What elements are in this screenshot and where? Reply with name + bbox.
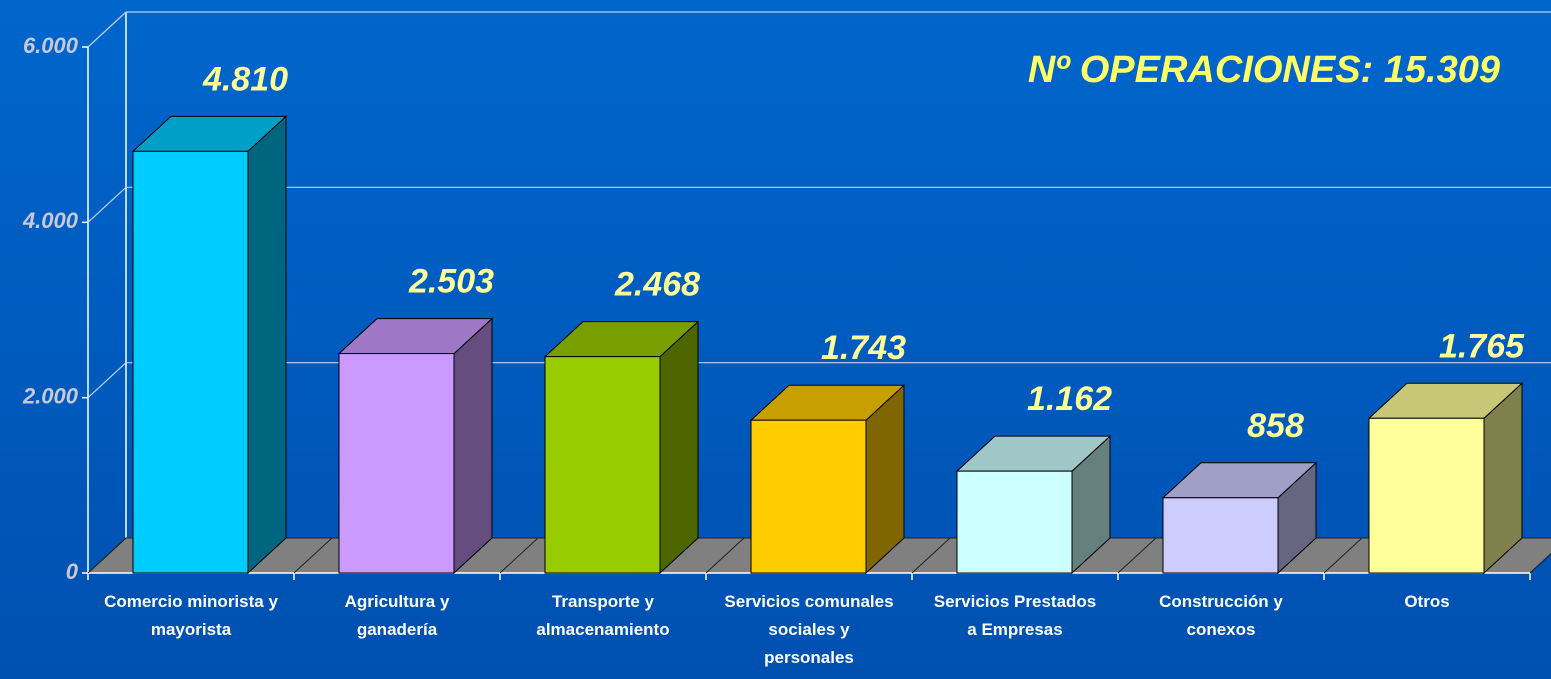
grid-line — [87, 11, 127, 48]
floor-divider — [705, 537, 745, 574]
x-tick-label-line: Otros — [1404, 592, 1449, 611]
floor-divider — [1323, 537, 1363, 574]
floor-divider — [1117, 537, 1157, 574]
x-tick-label: Servicios Prestados a Empresas — [934, 592, 1097, 639]
x-tick-label-line: mayorista — [151, 620, 232, 639]
floor-divider — [293, 537, 333, 574]
bar-side — [659, 320, 699, 575]
bar — [544, 356, 661, 574]
bar — [956, 470, 1073, 574]
value-label: 2.468 — [614, 266, 700, 304]
y-tick-label: 0 — [66, 559, 79, 584]
y-tick-label: 2.000 — [22, 383, 79, 408]
x-tick-label-line: Transporte y — [552, 592, 655, 611]
value-label: 2.503 — [408, 263, 494, 301]
annotation: Nº OPERACIONES: 15.309 — [1028, 49, 1500, 91]
value-label: 1.162 — [1027, 380, 1112, 418]
x-tick-label-line: ganadería — [357, 620, 438, 639]
value-label: 4.810 — [202, 60, 288, 98]
x-tick-label: Servicios comunales sociales y personales — [724, 592, 893, 667]
x-tick-label: Construcción y conexos — [1159, 592, 1283, 639]
x-tick-label-line: Servicios Prestados — [934, 592, 1097, 611]
x-tick-label-line: Comercio minorista y — [104, 592, 278, 611]
value-label: 1.765 — [1439, 327, 1525, 365]
x-tick-label-line: personales — [764, 648, 854, 667]
bar — [1368, 417, 1485, 574]
floor-divider — [1529, 552, 1551, 574]
y-tick-label: 4.000 — [22, 208, 79, 233]
x-tick-label-line: conexos — [1187, 620, 1256, 639]
bar — [1162, 497, 1279, 574]
floor-divider — [499, 537, 539, 574]
x-tick-label: Agricultura y ganadería — [345, 592, 450, 639]
bar — [132, 150, 249, 574]
bar — [338, 353, 455, 574]
y-tick-label: 6.000 — [23, 33, 79, 58]
grid-line — [87, 186, 127, 223]
x-tick-label: Comercio minorista y mayorista — [104, 592, 278, 639]
x-tick-label-line: a Empresas — [967, 620, 1062, 639]
floor-divider — [911, 537, 951, 574]
value-label: 858 — [1247, 407, 1304, 445]
x-tick-label-line: sociales y — [768, 620, 850, 639]
bar-side — [453, 317, 493, 575]
x-tick-label: Otros — [1404, 592, 1449, 611]
value-label: 1.743 — [821, 329, 906, 367]
x-tick-label-line: Servicios comunales — [724, 592, 893, 611]
grid-line — [87, 362, 127, 399]
x-tick-label: Transporte y almacenamiento — [536, 592, 669, 639]
bar — [750, 419, 867, 574]
x-tick-label-line: almacenamiento — [536, 620, 669, 639]
x-tick-label-line: Construcción y — [1159, 592, 1283, 611]
bar-side — [247, 115, 287, 575]
x-tick-label-line: Agricultura y — [345, 592, 450, 611]
floor-divider — [87, 537, 127, 574]
